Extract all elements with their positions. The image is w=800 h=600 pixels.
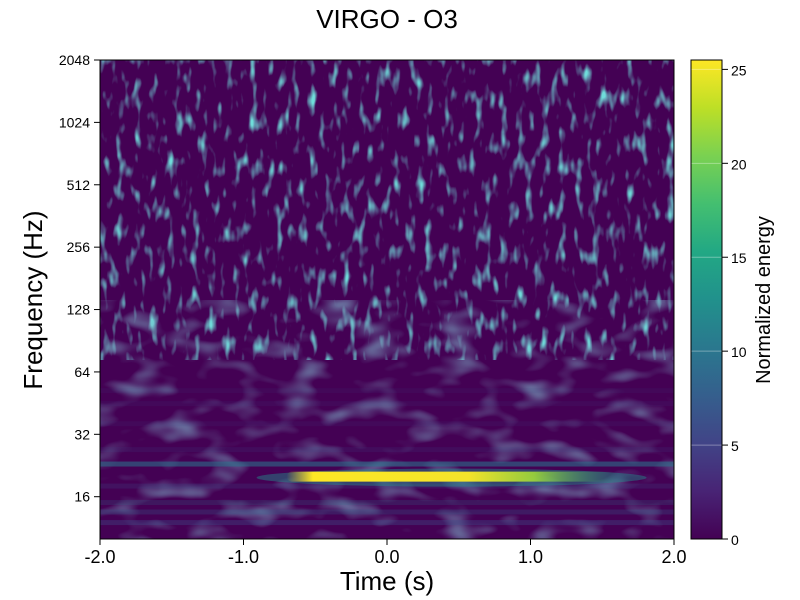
y-tick-label: 1024: [59, 114, 90, 130]
x-tick-label: 0.0: [374, 547, 399, 567]
x-axis: -2.0 -1.0 0.0 1.0 2.0: [84, 539, 687, 567]
frequency-band: [100, 401, 674, 407]
frequency-band: [100, 500, 674, 506]
y-axis-label: Frequency (Hz): [18, 210, 48, 389]
chart-title: VIRGO - O3: [316, 4, 458, 34]
frequency-bands: [100, 388, 674, 526]
colorbar-frame: [690, 59, 723, 540]
y-axis: 16 32 64 128 256 512 1024 2048: [59, 52, 100, 505]
frequency-band: [100, 483, 674, 489]
y-tick-label: 512: [67, 177, 91, 193]
y-tick-label: 16: [74, 489, 90, 505]
colorbar: 0 5 10 15 20 25 Normalized energy: [690, 59, 775, 548]
colorbar-ticks: 0 5 10 15 20 25: [722, 62, 747, 548]
colorbar-tick-label: 0: [731, 532, 739, 548]
y-tick-label: 256: [67, 239, 91, 255]
y-tick-label: 32: [74, 426, 90, 442]
colorbar-tick-label: 5: [731, 438, 739, 454]
colorbar-label: Normalized energy: [753, 216, 775, 384]
colorbar-gridlines: [691, 68, 722, 446]
colorbar-tick-label: 10: [731, 344, 747, 360]
plot-area: [100, 60, 674, 539]
y-tick-label: 128: [67, 302, 91, 318]
x-tick-label: -1.0: [228, 547, 259, 567]
signal-features: [100, 461, 674, 487]
heatmap-texture-low: [100, 300, 674, 539]
x-tick-label: -2.0: [84, 547, 115, 567]
secondary-band: [100, 461, 674, 467]
frequency-band: [100, 421, 674, 427]
colorbar-tick-label: 15: [731, 250, 747, 266]
colorbar-tick-label: 20: [731, 156, 747, 172]
colorbar-tick-label: 25: [731, 62, 747, 78]
y-tick-label: 64: [74, 364, 90, 380]
frequency-band: [100, 509, 674, 515]
x-tick-label: 2.0: [661, 547, 686, 567]
x-tick-label: 1.0: [518, 547, 543, 567]
x-axis-label: Time (s): [340, 566, 434, 596]
frequency-band: [100, 520, 674, 526]
signal-track: [286, 471, 617, 482]
frequency-band: [100, 447, 674, 453]
y-tick-label: 2048: [59, 52, 90, 68]
colorbar-gradient: [691, 60, 722, 539]
frequency-band: [100, 388, 674, 394]
